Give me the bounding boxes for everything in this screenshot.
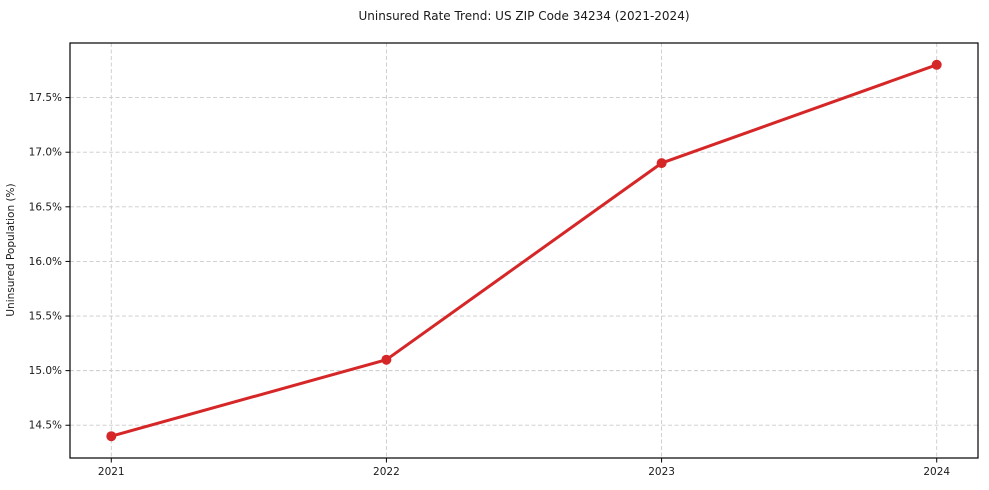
x-tick-label: 2024 <box>923 466 950 478</box>
series-layer <box>106 59 942 442</box>
y-tick-label: 14.5% <box>29 420 62 432</box>
y-tick-label: 15.5% <box>29 311 62 323</box>
data-point-marker <box>656 158 667 169</box>
tick-layer: 14.5% 15.0% 15.5% 16.0% 16.5% 17.0% 17.5% 2021 2… <box>29 92 951 478</box>
data-point-marker <box>106 431 117 442</box>
x-tick-label: 2023 <box>648 466 675 478</box>
grid-layer <box>70 43 978 458</box>
y-tick-label: 16.0% <box>29 256 62 268</box>
y-tick-label: 15.0% <box>29 365 62 377</box>
x-tick-label: 2021 <box>98 466 125 478</box>
y-tick-label: 16.5% <box>29 201 62 213</box>
data-point-marker <box>381 354 392 365</box>
chart-title: Uninsured Rate Trend: US ZIP Code 34234 … <box>358 9 689 23</box>
y-axis-label: Uninsured Population (%) <box>5 183 17 316</box>
y-tick-label: 17.5% <box>29 92 62 104</box>
y-tick-label: 17.0% <box>29 147 62 159</box>
plot-border <box>69 42 979 459</box>
x-tick-label: 2022 <box>373 466 400 478</box>
data-point-marker <box>931 59 942 70</box>
trend-line <box>109 63 939 438</box>
